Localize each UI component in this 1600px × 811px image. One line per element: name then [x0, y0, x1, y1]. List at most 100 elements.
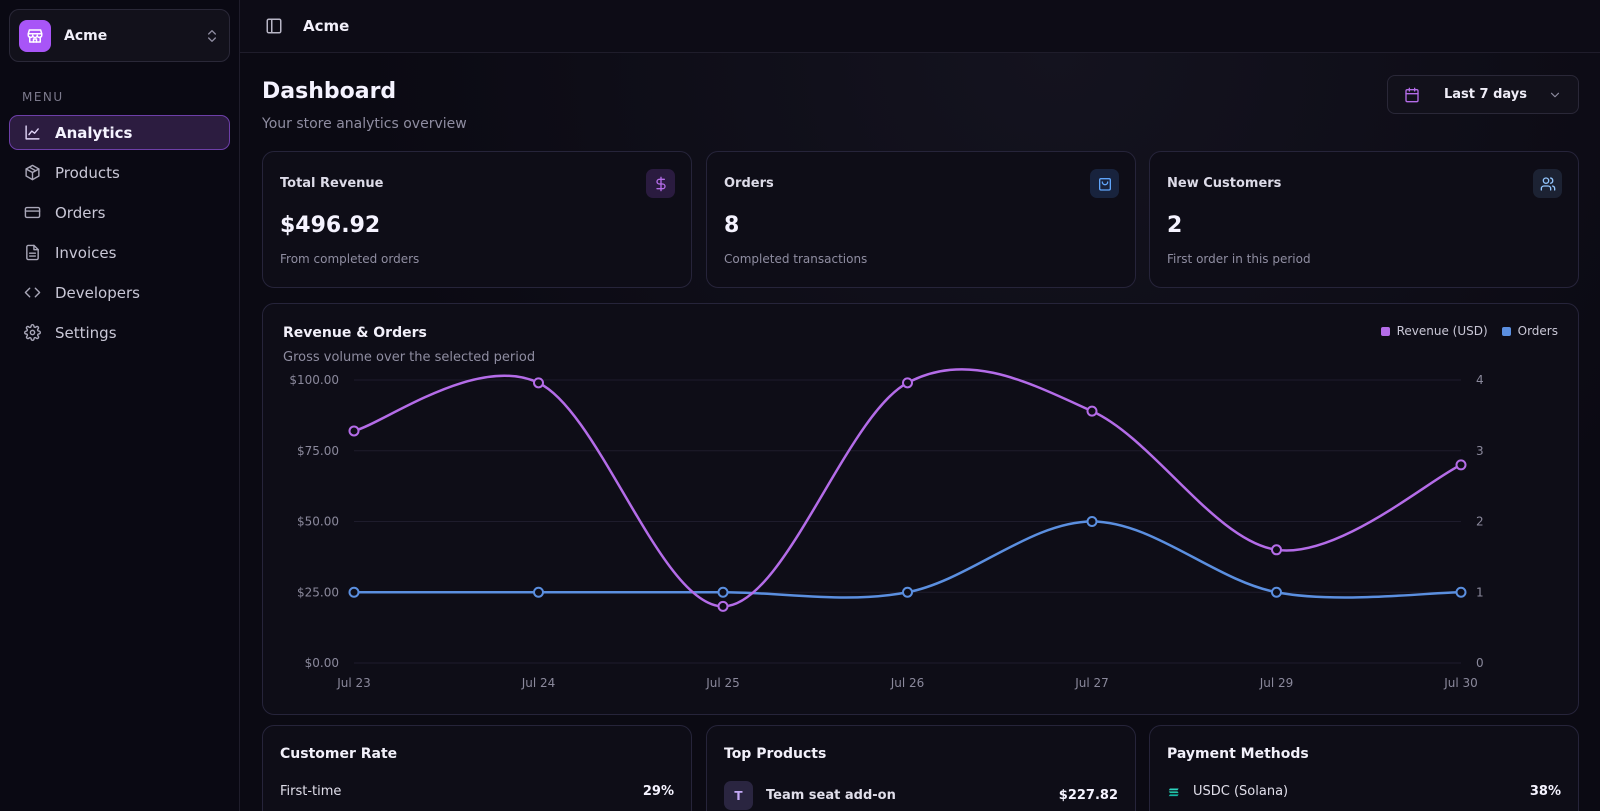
- chart-title: Revenue & Orders: [283, 325, 427, 341]
- data-point-revenue: [533, 377, 544, 389]
- chart-subtitle: Gross volume over the selected period: [283, 350, 536, 365]
- sidebar-item-products[interactable]: Products: [9, 155, 230, 190]
- stat-description: First order in this period: [1167, 252, 1311, 266]
- legend-swatch: [1380, 326, 1390, 336]
- data-point-revenue: [1455, 459, 1467, 471]
- series-line-orders: [353, 520, 1462, 599]
- list-item[interactable]: T Team seat add-on $227.82: [724, 781, 1118, 810]
- solana-icon: [1168, 788, 1179, 796]
- row-value: 38%: [1529, 784, 1561, 799]
- gear-icon: [24, 324, 41, 341]
- sidebar-item-orders[interactable]: Orders: [9, 195, 230, 230]
- legend-label: Revenue (USD): [1396, 324, 1488, 338]
- data-point-revenue: [1271, 544, 1282, 556]
- x-axis-tick: Jul 24: [521, 676, 556, 690]
- data-point-orders: [1086, 516, 1098, 527]
- y-axis-right-tick: 4: [1476, 373, 1484, 387]
- card-title: Customer Rate: [280, 746, 398, 762]
- sidebar-item-analytics[interactable]: Analytics: [9, 115, 230, 150]
- file-text-icon: [26, 244, 39, 261]
- y-axis-left-tick: $50.00: [297, 515, 339, 529]
- sidebar: Acme MENU Analytics Products Orders Invo…: [0, 0, 240, 811]
- users-icon: [1533, 169, 1562, 198]
- data-point-orders: [902, 586, 913, 598]
- chart-line-icon: [25, 125, 40, 140]
- code-icon: [24, 287, 41, 298]
- sidebar-item-label: Products: [55, 163, 120, 182]
- calendar-icon: [1405, 87, 1419, 102]
- product-avatar: T: [724, 781, 753, 810]
- y-axis-right-tick: 1: [1476, 585, 1484, 599]
- top-products-card: Top Products T Team seat add-on $227.82: [706, 725, 1136, 811]
- data-point-orders: [1455, 586, 1467, 598]
- x-axis-tick: Jul 23: [336, 676, 371, 690]
- chevrons-up-down-icon: [208, 29, 216, 42]
- row-label: Team seat add-on: [766, 788, 896, 803]
- stat-value: 2: [1167, 213, 1183, 238]
- sidebar-item-label: Settings: [55, 323, 117, 342]
- x-axis-tick: Jul 25: [705, 676, 740, 690]
- data-point-revenue: [348, 425, 360, 437]
- customer-rate-card: Customer Rate First-time 29%: [262, 725, 692, 811]
- x-axis-tick: Jul 29: [1259, 676, 1294, 690]
- y-axis-left-tick: $75.00: [297, 444, 339, 458]
- revenue-orders-chart: $100.00 4 $75.00 3 $50.00 2 $25.00 1 $0.00 0 Jul 2…: [289, 368, 1484, 690]
- stat-card-revenue: Total Revenue $496.92 From completed ord…: [262, 151, 692, 288]
- stat-label: Orders: [724, 176, 774, 191]
- data-point-orders: [1271, 586, 1282, 598]
- sidebar-item-settings[interactable]: Settings: [9, 315, 230, 350]
- page-title: Dashboard: [262, 79, 397, 104]
- date-range-value: Last 7 days: [1444, 87, 1527, 102]
- chevron-down-icon: [1550, 92, 1560, 97]
- y-axis-left-tick: $100.00: [289, 373, 339, 387]
- stat-description: From completed orders: [280, 252, 420, 266]
- main-content: Dashboard Your store analytics overview …: [240, 53, 1600, 811]
- sidebar-nav: Analytics Products Orders Invoices Devel…: [9, 115, 230, 355]
- store-name: Acme: [64, 27, 108, 44]
- y-axis-left-tick: $25.00: [297, 585, 339, 599]
- y-axis-right-tick: 2: [1476, 515, 1484, 529]
- sidebar-item-invoices[interactable]: Invoices: [9, 235, 230, 270]
- stat-label: Total Revenue: [280, 176, 384, 191]
- sidebar-item-developers[interactable]: Developers: [9, 275, 230, 310]
- list-item: USDC (Solana) 38%: [1167, 784, 1561, 799]
- sidebar-toggle-icon[interactable]: [265, 17, 283, 35]
- card-title: Payment Methods: [1167, 746, 1309, 762]
- sidebar-item-label: Orders: [55, 203, 106, 222]
- stat-label: New Customers: [1167, 176, 1282, 191]
- stat-card-new-customers: New Customers 2 First order in this peri…: [1149, 151, 1579, 288]
- data-point-orders: [533, 586, 544, 598]
- page-subtitle: Your store analytics overview: [262, 116, 467, 132]
- package-icon: [25, 164, 40, 181]
- breadcrumb: Acme: [303, 17, 350, 35]
- legend-swatch: [1501, 326, 1511, 336]
- sidebar-item-label: Developers: [55, 283, 140, 302]
- x-axis-tick: Jul 30: [1443, 676, 1478, 690]
- stat-card-orders: Orders 8 Completed transactions: [706, 151, 1136, 288]
- data-point-revenue: [1086, 405, 1098, 417]
- sidebar-item-label: Analytics: [55, 123, 133, 142]
- card-title: Top Products: [724, 746, 827, 762]
- data-point-orders: [717, 586, 729, 598]
- x-axis-tick: Jul 26: [890, 676, 925, 690]
- stat-value: 8: [724, 213, 740, 238]
- stat-value: $496.92: [280, 213, 381, 238]
- data-point-revenue: [902, 377, 913, 389]
- row-label: USDC (Solana): [1193, 784, 1289, 799]
- store-switcher[interactable]: Acme: [9, 9, 230, 62]
- revenue-orders-chart-card: $100.00 4 $75.00 3 $50.00 2 $25.00 1 $0.00 0 Jul 2…: [262, 303, 1579, 715]
- date-range-select[interactable]: Last 7 days: [1387, 75, 1579, 114]
- data-point-revenue: [717, 600, 729, 612]
- topbar: Acme: [240, 0, 1600, 53]
- credit-card-icon: [24, 206, 41, 219]
- x-axis-tick: Jul 27: [1074, 676, 1109, 690]
- chart-legend: Revenue (USD) Orders: [1367, 324, 1558, 338]
- row-value: $227.82: [1058, 788, 1118, 803]
- y-axis-right-tick: 3: [1476, 444, 1484, 458]
- legend-label: Orders: [1517, 324, 1558, 338]
- data-point-orders: [348, 586, 360, 598]
- list-item: First-time 29%: [280, 784, 674, 799]
- payment-methods-card: Payment Methods USDC (Solana) 38%: [1149, 725, 1579, 811]
- y-axis-right-tick: 0: [1476, 656, 1484, 670]
- store-icon: [19, 19, 51, 52]
